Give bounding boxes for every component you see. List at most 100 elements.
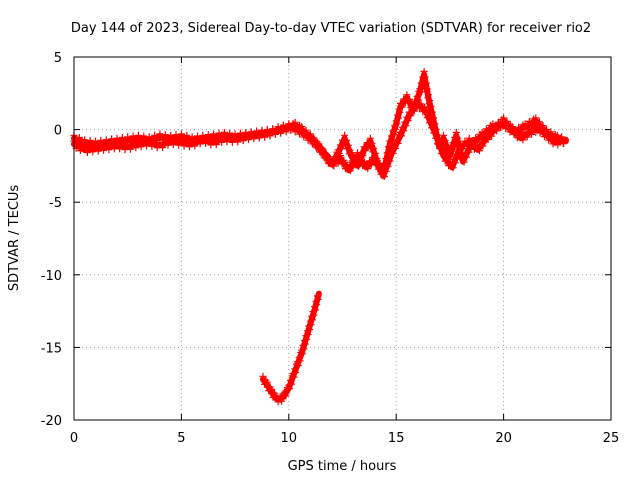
grid-lines	[74, 57, 611, 420]
data-point	[299, 351, 304, 356]
data-point	[286, 386, 291, 391]
series-layer	[70, 67, 569, 406]
x-tick-label: 5	[177, 431, 185, 446]
y-tick-label: -20	[41, 414, 62, 429]
data-point	[273, 396, 278, 401]
data-point	[381, 174, 386, 179]
data-point	[501, 118, 506, 123]
series-markers	[70, 67, 568, 177]
data-point	[312, 307, 317, 312]
data-point	[338, 156, 343, 161]
data-point	[304, 336, 308, 341]
data-point	[460, 159, 465, 164]
data-point	[304, 133, 308, 138]
data-point	[518, 136, 523, 141]
data-point	[115, 143, 119, 148]
data-point	[190, 142, 195, 147]
x-axis-label: GPS time / hours	[288, 459, 397, 474]
y-tick-label: 5	[54, 51, 62, 66]
data-point	[342, 136, 347, 141]
y-tick-label: 0	[54, 124, 62, 139]
data-point	[475, 147, 480, 152]
data-point	[125, 137, 130, 142]
plot-frame	[73, 56, 612, 421]
data-point	[364, 165, 369, 170]
data-point	[404, 95, 409, 100]
data-point	[510, 127, 515, 132]
data-point	[422, 72, 427, 77]
data-point	[233, 137, 238, 142]
data-point	[312, 140, 317, 145]
data-point	[346, 168, 351, 173]
data-point	[168, 139, 173, 144]
data-point	[533, 118, 538, 123]
data-point	[447, 153, 452, 158]
x-tick-label: 10	[281, 431, 298, 446]
data-series	[259, 290, 322, 406]
data-point	[426, 95, 431, 100]
x-tick-label: 15	[388, 431, 405, 446]
data-point	[398, 133, 403, 138]
data-point	[222, 136, 227, 141]
data-point	[467, 139, 472, 144]
x-tick-label: 25	[603, 431, 620, 446]
data-point	[441, 136, 446, 141]
data-point	[261, 377, 265, 382]
y-axis-label: SDTVAR / TECUs	[7, 185, 22, 292]
y-tick-label: -10	[41, 269, 62, 284]
data-point	[398, 104, 403, 109]
data-point	[295, 127, 300, 132]
data-point	[432, 130, 437, 135]
data-point	[349, 153, 354, 158]
data-point	[336, 150, 341, 155]
data-point	[484, 136, 489, 141]
data-point	[125, 145, 130, 149]
y-tick-label: -5	[49, 196, 62, 211]
data-point	[276, 127, 281, 132]
y-tick-label: -15	[41, 341, 62, 356]
data-point	[157, 134, 162, 139]
data-point	[424, 110, 429, 115]
data-point	[286, 124, 291, 129]
data-point	[243, 134, 248, 139]
data-point	[480, 133, 485, 138]
data-point	[82, 140, 87, 145]
data-point	[527, 130, 532, 135]
data-point	[407, 113, 412, 118]
data-point	[563, 137, 568, 142]
data-point	[291, 374, 296, 379]
data-point	[265, 383, 270, 388]
data-point	[389, 150, 394, 155]
data-point	[104, 145, 109, 149]
data-point	[308, 322, 313, 327]
data-point	[316, 291, 321, 296]
data-point	[394, 121, 399, 126]
data-point	[278, 397, 283, 402]
data-point	[387, 142, 392, 147]
data-point	[450, 165, 454, 170]
data-point	[368, 139, 373, 144]
data-point	[454, 133, 459, 138]
data-point	[211, 140, 216, 145]
data-point	[493, 127, 497, 132]
data-point	[82, 147, 87, 152]
data-point	[136, 142, 141, 147]
x-tick-label: 0	[70, 431, 78, 446]
data-point	[157, 143, 162, 148]
data-point	[329, 162, 334, 167]
data-point	[362, 147, 366, 152]
data-point	[269, 390, 274, 395]
y-axis-ticks: 5 0 -5 -10 -15 -20	[41, 51, 611, 429]
data-point	[355, 163, 360, 168]
data-point	[458, 145, 463, 149]
data-point	[523, 124, 528, 129]
x-tick-label: 20	[495, 431, 512, 446]
data-point	[553, 140, 558, 145]
data-point	[372, 156, 377, 161]
data-point	[200, 137, 205, 142]
data-point	[441, 153, 446, 158]
data-point	[282, 393, 287, 398]
data-point	[536, 126, 540, 131]
data-series	[70, 67, 569, 177]
